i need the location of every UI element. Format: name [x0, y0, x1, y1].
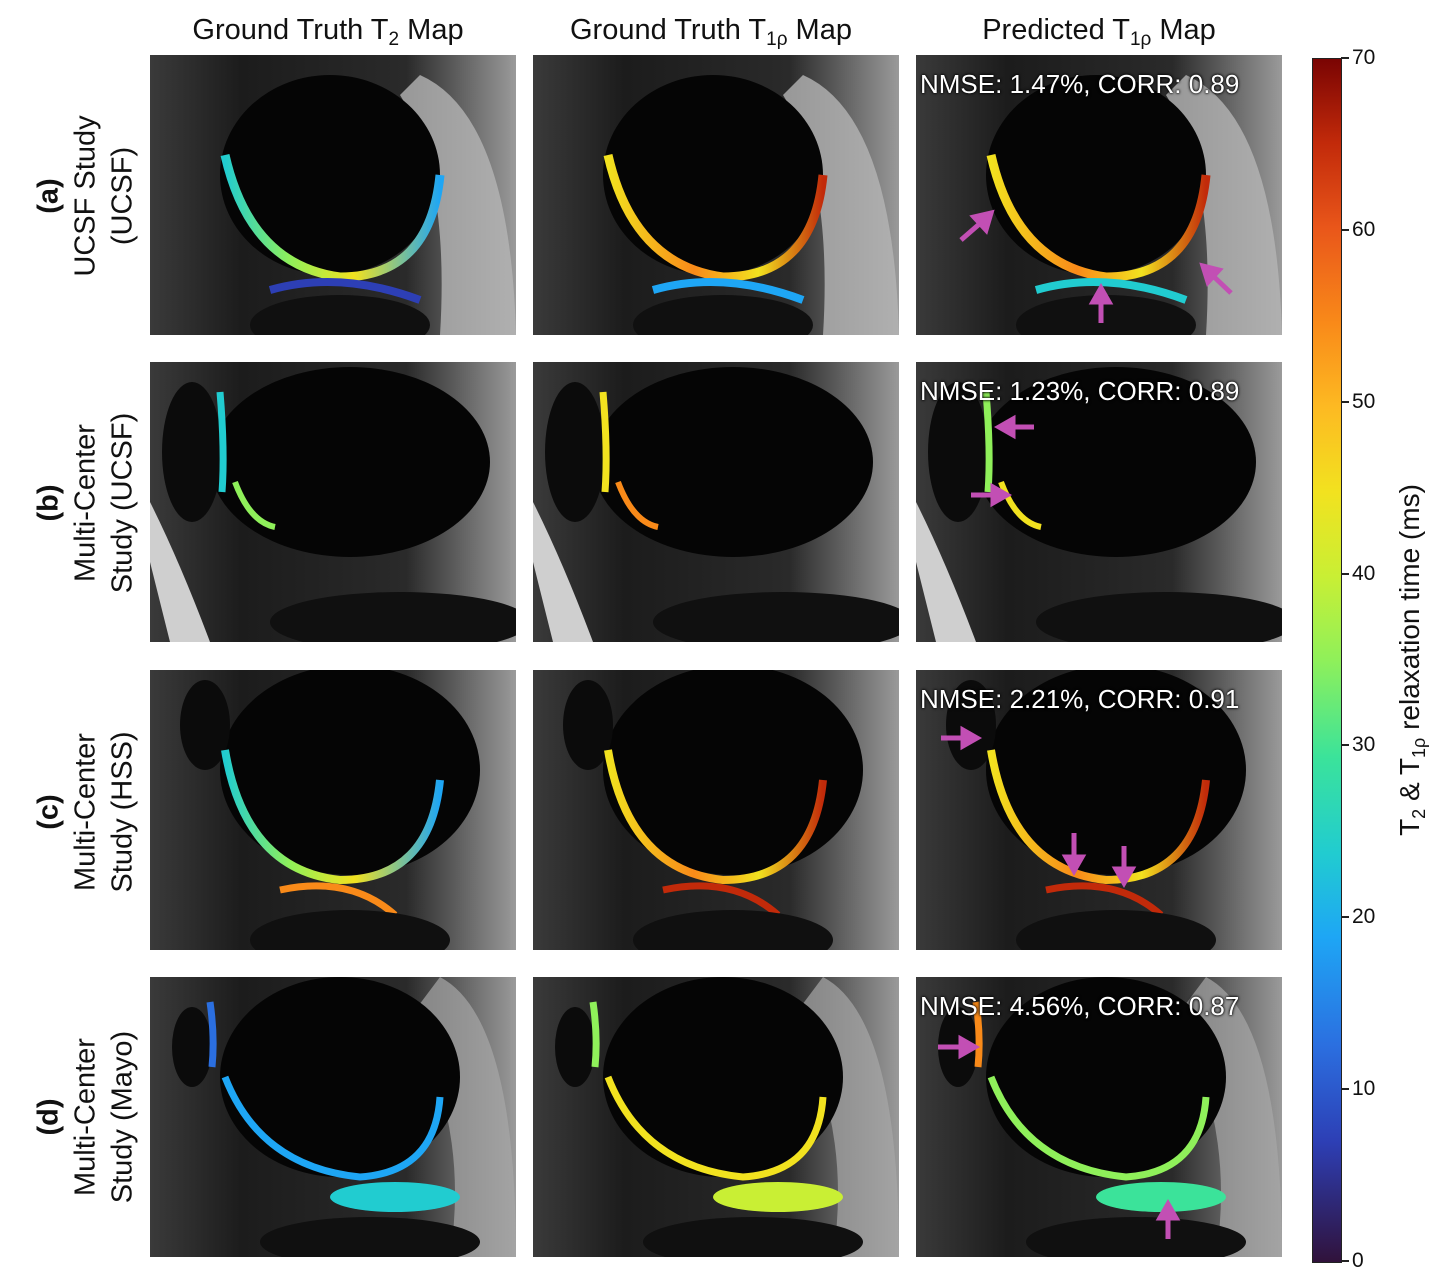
colorbar-tick-label: 70	[1352, 46, 1376, 69]
row-label-a: (a) UCSF Study (UCSF)	[32, 115, 139, 277]
colorbar-tick	[1341, 400, 1349, 403]
colorbar-tick-label: 0	[1352, 1249, 1364, 1272]
colorbar-tick	[1341, 744, 1349, 747]
panel-c-gt-t2	[150, 670, 516, 950]
column-title-ground-truth-t2: Ground Truth T2 Map	[192, 14, 464, 50]
colorbar-tick	[1341, 1088, 1349, 1091]
column-title-predicted-t1rho: Predicted T1ρ Map	[982, 14, 1216, 50]
arrow-icon	[941, 725, 1137, 889]
colorbar-tick-label: 20	[1352, 905, 1376, 929]
row-label-c: (c) Multi-Center Study (HSS)	[32, 731, 139, 893]
panel-c-gt-t1rho	[533, 670, 899, 950]
panel-d-gt-t1rho	[533, 977, 899, 1257]
panel-b-predicted-t1rho: NMSE: 1.23%, CORR: 0.89	[916, 362, 1282, 642]
panel-a-predicted-t1rho: NMSE: 1.47%, CORR: 0.89	[916, 55, 1282, 335]
colorbar-label: T2 & T1ρ relaxation time (ms)	[1394, 484, 1429, 836]
panel-d-gt-t2	[150, 977, 516, 1257]
panel-a-gt-t2	[150, 55, 516, 335]
arrow-icon	[959, 209, 1233, 323]
colorbar-tick-label: 30	[1352, 733, 1376, 757]
panel-a-gt-t1rho	[533, 55, 899, 335]
row-label-b: (b) Multi-Center Study (UCSF)	[32, 412, 139, 594]
column-title-ground-truth-t1rho: Ground Truth T1ρ Map	[570, 14, 852, 50]
metric-b: NMSE: 1.23%, CORR: 0.89	[920, 376, 1240, 406]
colorbar-tick	[1341, 916, 1349, 919]
metric-d: NMSE: 4.56%, CORR: 0.87	[920, 991, 1240, 1021]
colorbar-tick	[1341, 572, 1349, 575]
colorbar-tick-label: 10	[1352, 1077, 1376, 1101]
colorbar-tick-label: 60	[1352, 217, 1376, 241]
colorbar-tick-label: 40	[1352, 561, 1376, 585]
arrow-icon	[938, 1034, 1181, 1239]
panel-b-gt-t2	[150, 362, 516, 642]
colorbar-tick	[1341, 1260, 1349, 1262]
colorbar-tick	[1341, 57, 1349, 59]
colorbar	[1312, 58, 1342, 1263]
metric-a: NMSE: 1.47%, CORR: 0.89	[920, 69, 1240, 99]
colorbar-tick-label: 50	[1352, 389, 1376, 413]
panel-d-predicted-t1rho: NMSE: 4.56%, CORR: 0.87	[916, 977, 1282, 1257]
metric-c: NMSE: 2.21%, CORR: 0.91	[920, 684, 1240, 714]
arrow-icon	[971, 414, 1034, 508]
panel-b-gt-t1rho	[533, 362, 899, 642]
colorbar-tick	[1341, 228, 1349, 231]
row-label-d: (d) Multi-Center Study (Mayo)	[32, 1030, 139, 1204]
panel-c-predicted-t1rho: NMSE: 2.21%, CORR: 0.91	[916, 670, 1282, 950]
